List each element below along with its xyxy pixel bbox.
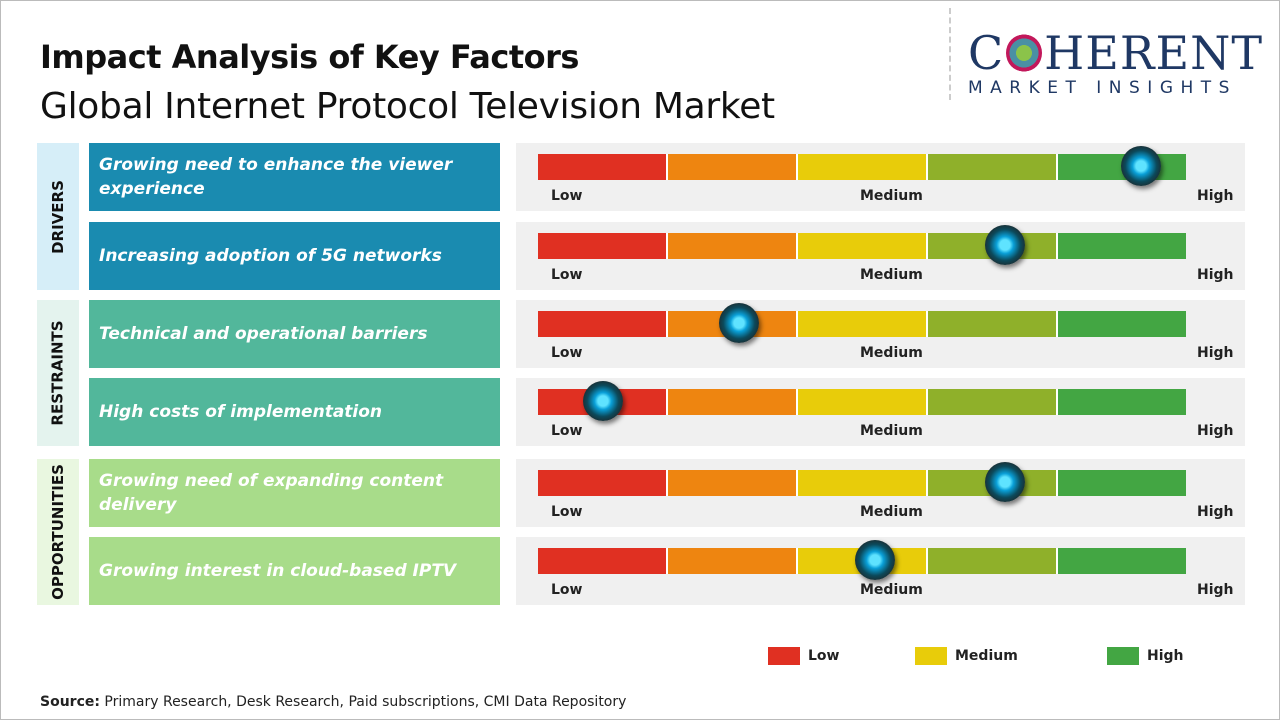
gauge-panel: Low Medium High: [516, 222, 1245, 290]
source-label: Source:: [40, 694, 100, 710]
gauge-segment: [538, 154, 668, 180]
gauge-bar: [538, 154, 1186, 180]
gauge-segment: [538, 548, 668, 574]
gauge-segment: [668, 548, 798, 574]
gauge-segment: [928, 548, 1058, 574]
scale-label: Medium: [860, 188, 923, 204]
category-name: DRIVERS: [49, 179, 68, 254]
gauge-segment: [798, 154, 928, 180]
gauge-segment: [798, 233, 928, 259]
gauge-marker: [984, 462, 1025, 502]
gauge-marker: [582, 381, 623, 421]
legend-label: Medium: [955, 648, 1018, 664]
gauge-marker: [718, 303, 759, 343]
gauge-bar: [538, 233, 1186, 259]
gauge-bar: [538, 389, 1186, 415]
scale-label: Medium: [860, 504, 923, 520]
source-text: Primary Research, Desk Research, Paid su…: [99, 694, 627, 710]
gauge-panel: Low Medium High: [516, 459, 1245, 527]
gauge-bar: [538, 470, 1186, 496]
globe-icon: [1006, 34, 1043, 72]
scale-label: Low: [551, 582, 583, 598]
gauge-segment: [668, 470, 798, 496]
source-note: Source: Primary Research, Desk Research,…: [40, 694, 626, 710]
legend-item: Low: [768, 647, 839, 665]
gauge-segment: [1058, 548, 1186, 574]
factor-label: Growing need to enhance the viewer exper…: [89, 143, 500, 211]
gauge-segment: [668, 389, 798, 415]
gauge-segment: [928, 311, 1058, 337]
scale-label: Low: [551, 423, 583, 439]
gauge-segment: [538, 311, 668, 337]
factor-label: Technical and operational barriers: [89, 300, 500, 368]
gauge-segment: [928, 154, 1058, 180]
factor-label: Growing need of expanding content delive…: [89, 459, 500, 527]
page-title: Impact Analysis of Key Factors: [40, 38, 579, 76]
gauge-panel: Low Medium High: [516, 378, 1245, 446]
gauge-segment: [798, 470, 928, 496]
scale-label: Low: [551, 188, 583, 204]
gauge-segment: [928, 389, 1058, 415]
scale-label: Medium: [860, 267, 923, 283]
legend-label: Low: [808, 648, 840, 664]
page-subtitle: Global Internet Protocol Television Mark…: [40, 86, 775, 127]
legend-item: High: [1107, 647, 1184, 665]
scale-label: High: [1197, 582, 1234, 598]
category-label: OPPORTUNITIES: [37, 459, 79, 605]
gauge-marker: [984, 225, 1025, 265]
logo: C HERENT MARKET INSIGHTS: [968, 26, 1263, 98]
scale-label: Medium: [860, 345, 923, 361]
gauge-segment: [668, 154, 798, 180]
scale-label: High: [1197, 504, 1234, 520]
gauge-panel: Low Medium High: [516, 143, 1245, 211]
legend-swatch: [915, 647, 947, 665]
legend-swatch: [1107, 647, 1139, 665]
scale-label: High: [1197, 345, 1234, 361]
legend-swatch: [768, 647, 800, 665]
scale-label: High: [1197, 423, 1234, 439]
gauge-segment: [1058, 311, 1186, 337]
scale-label: Medium: [860, 423, 923, 439]
gauge-segment: [538, 470, 668, 496]
factor-label: High costs of implementation: [89, 378, 500, 446]
gauge-segment: [798, 311, 928, 337]
legend-item: Medium: [915, 647, 1018, 665]
scale-label: Low: [551, 267, 583, 283]
gauge-segment: [1058, 470, 1186, 496]
category-name: OPPORTUNITIES: [49, 464, 67, 600]
gauge-bar: [538, 311, 1186, 337]
gauge-segment: [668, 233, 798, 259]
gauge-panel: Low Medium High: [516, 537, 1245, 605]
gauge-panel: Low Medium High: [516, 300, 1245, 368]
gauge-marker: [1120, 146, 1161, 186]
scale-label: High: [1197, 267, 1234, 283]
gauge-segment: [798, 389, 928, 415]
scale-label: Low: [551, 504, 583, 520]
gauge-segment: [1058, 389, 1186, 415]
category-label: DRIVERS: [37, 143, 79, 290]
gauge-segment: [1058, 233, 1186, 259]
category-label: RESTRAINTS: [37, 300, 79, 446]
divider: [949, 8, 951, 100]
factor-label: Growing interest in cloud-based IPTV: [89, 537, 500, 605]
legend-label: High: [1147, 648, 1184, 664]
scale-label: High: [1197, 188, 1234, 204]
factor-label: Increasing adoption of 5G networks: [89, 222, 500, 290]
scale-label: Low: [551, 345, 583, 361]
category-name: RESTRAINTS: [49, 320, 68, 426]
gauge-segment: [538, 233, 668, 259]
scale-label: Medium: [860, 582, 923, 598]
gauge-marker: [854, 540, 895, 580]
